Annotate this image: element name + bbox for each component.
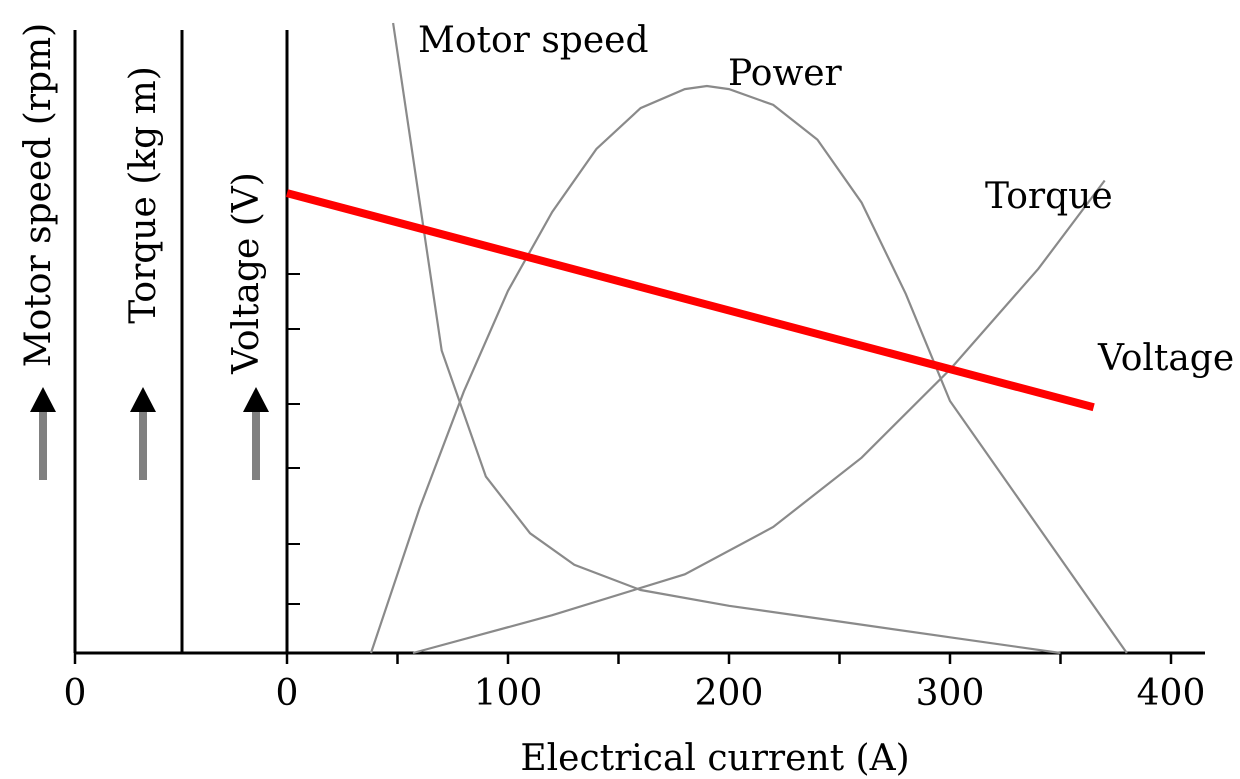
arrow-up-icon xyxy=(30,387,56,480)
x-axis-title: Electrical current (A) xyxy=(520,738,909,779)
labels-layer: 100 200 300 400 0 0 Electrical current (A) Moto… xyxy=(18,20,1234,779)
y-axis-title-torque-kg-m: Torque (kg m) xyxy=(123,66,164,324)
series-line-voltage xyxy=(285,189,1095,412)
y-axis-title-voltage-v: Voltage (V) xyxy=(226,172,267,375)
series-line-torque xyxy=(412,179,1106,655)
x-tick-label: 300 xyxy=(916,673,985,714)
series-line-motor-speed xyxy=(392,22,1061,655)
series-label-motor-speed: Motor speed xyxy=(418,20,649,61)
y-axis-zero-label: 0 xyxy=(276,673,299,714)
axes-layer xyxy=(30,30,1205,664)
series-label-power: Power xyxy=(728,53,843,94)
y-axis-title-motor-speed-rpm: Motor speed (rpm) xyxy=(18,23,59,367)
arrow-up-icon xyxy=(130,387,156,480)
series-line-power xyxy=(369,84,1128,654)
x-tick-label: 400 xyxy=(1137,673,1206,714)
arrow-up-icon xyxy=(243,387,269,480)
series-label-voltage: Voltage xyxy=(1097,338,1234,379)
series-label-torque: Torque xyxy=(985,176,1113,217)
y-axis-zero-label: 0 xyxy=(64,673,87,714)
x-tick-label: 200 xyxy=(695,673,764,714)
x-tick-label: 100 xyxy=(474,673,543,714)
series-layer xyxy=(285,22,1128,655)
